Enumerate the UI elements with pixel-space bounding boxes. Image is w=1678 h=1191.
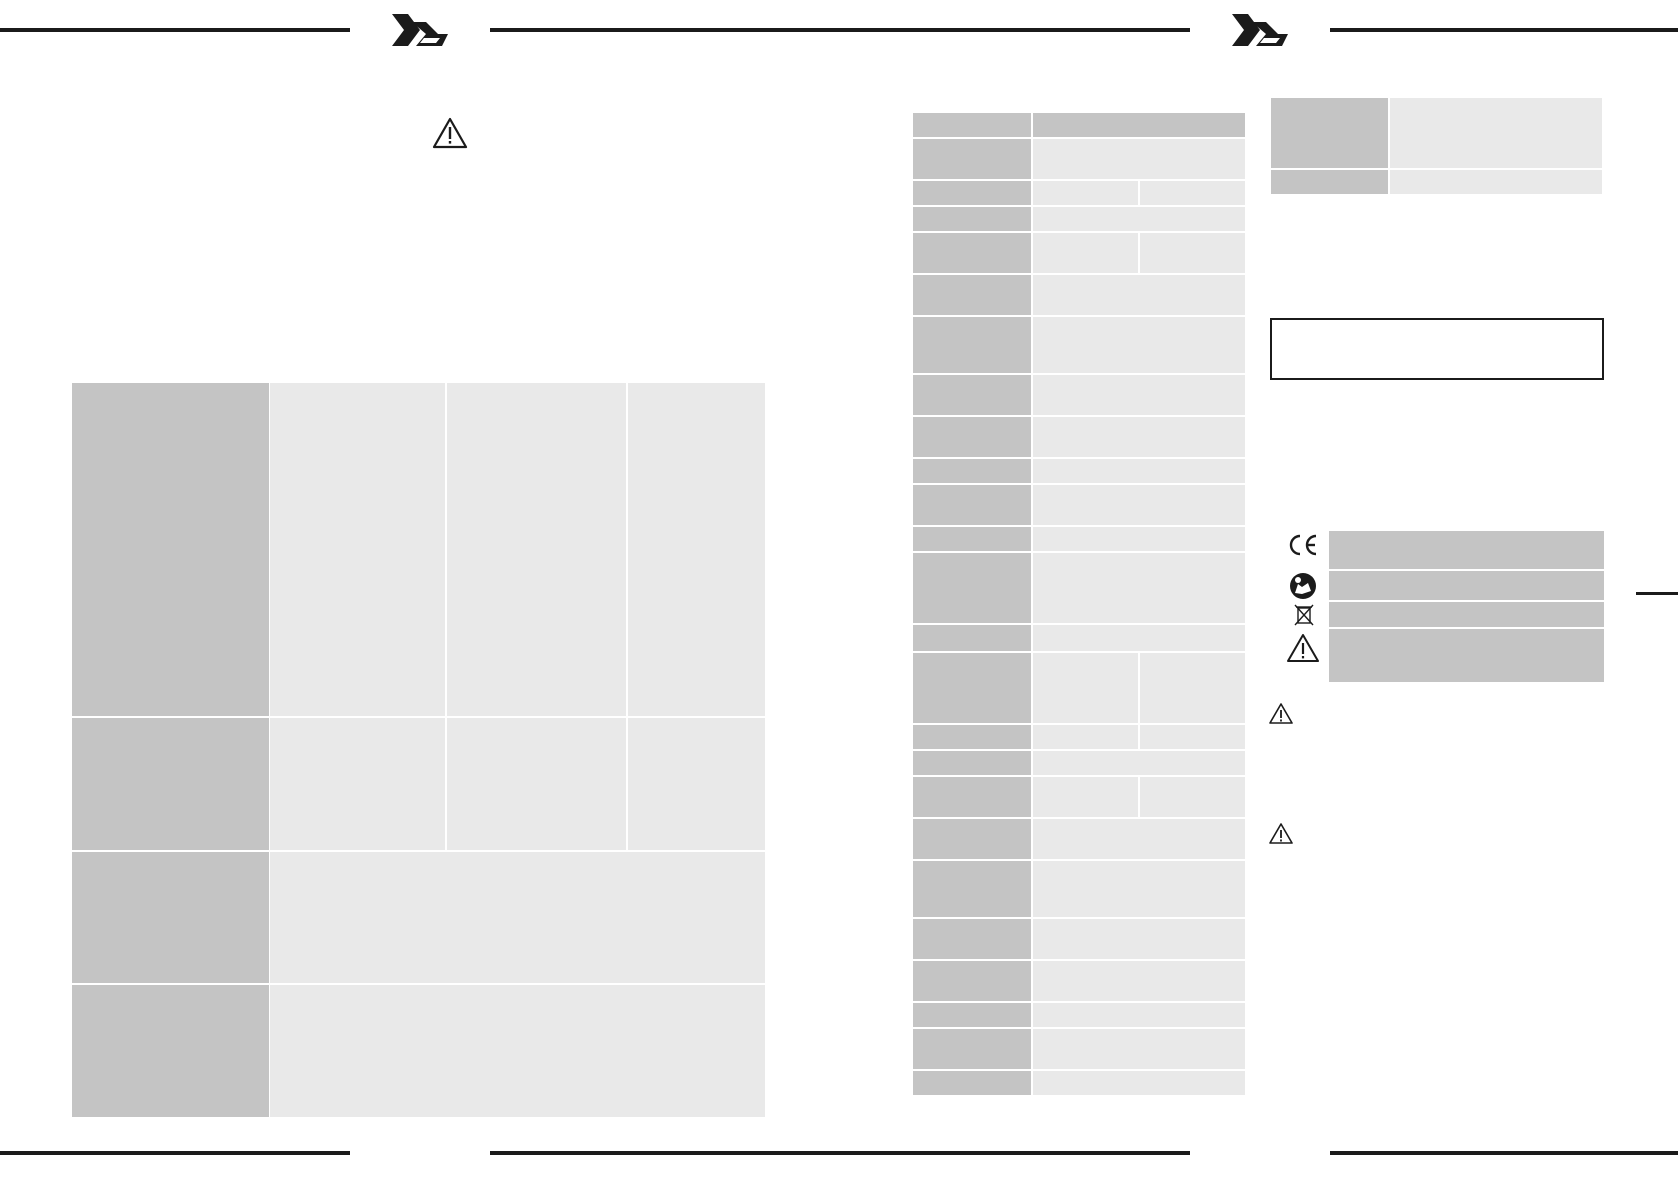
spec-row-label — [913, 777, 1031, 817]
spec-row-label — [913, 459, 1031, 483]
spec-row-value — [1140, 725, 1245, 749]
spec-row-value — [1033, 919, 1245, 959]
spec-row-value — [1033, 653, 1138, 723]
table-cell — [628, 383, 765, 716]
spec-row-value — [1033, 233, 1138, 273]
read-manual-icon — [1290, 573, 1316, 599]
ce-mark-icon — [1289, 534, 1317, 556]
spec-row-label — [913, 625, 1031, 651]
warning-triangle-icon — [1269, 823, 1293, 844]
table-row-label — [1271, 98, 1388, 168]
brand-logo-icon — [1232, 14, 1288, 46]
spec-row-value — [1033, 1003, 1245, 1027]
table-cell — [270, 852, 765, 983]
table-row-label — [72, 985, 269, 1117]
spec-row-value — [1033, 317, 1245, 373]
spec-row-value — [1033, 961, 1245, 1001]
spec-row-label — [913, 275, 1031, 315]
spec-row-value — [1140, 233, 1245, 273]
spec-row-label — [913, 1071, 1031, 1095]
spec-row-label — [913, 751, 1031, 775]
spec-row-value — [1140, 777, 1245, 817]
spec-row-value — [1033, 1071, 1245, 1095]
brand-logo-icon — [392, 14, 448, 46]
warning-triangle-icon — [1287, 634, 1319, 662]
spec-row-label — [913, 725, 1031, 749]
spec-row-label — [913, 527, 1031, 551]
section-tab-marker — [1636, 592, 1678, 595]
spec-row-value — [1033, 375, 1245, 415]
warning-triangle-icon — [1269, 703, 1293, 724]
symbol-row-text — [1329, 531, 1604, 569]
header-rule-left-1 — [0, 28, 350, 32]
footer-rule-left-2 — [490, 1151, 1190, 1155]
spec-row-value — [1033, 777, 1138, 817]
spec-row-label — [913, 417, 1031, 457]
table-cell — [270, 718, 445, 850]
spec-row-value — [1033, 625, 1245, 651]
spec-row-value — [1033, 139, 1245, 179]
spec-row-label — [913, 861, 1031, 917]
spec-row-label — [913, 139, 1031, 179]
notice-box — [1270, 318, 1604, 380]
footer-rule-left-1 — [0, 1151, 350, 1155]
spec-row-value — [1033, 485, 1245, 525]
symbol-row-text — [1329, 629, 1604, 682]
header-rule-right — [1330, 28, 1678, 32]
table-cell — [270, 383, 445, 716]
spec-row-value — [1033, 819, 1245, 859]
symbol-row-text — [1329, 602, 1604, 627]
symbol-row-text — [1329, 571, 1604, 600]
spec-row-value — [1033, 553, 1245, 623]
spec-row-label — [913, 113, 1031, 137]
spec-row-label — [913, 233, 1031, 273]
header-rule-left-2 — [490, 28, 1190, 32]
spec-row-value — [1033, 861, 1245, 917]
spec-row-label — [913, 961, 1031, 1001]
spec-row-value — [1140, 653, 1245, 723]
footer-rule-right — [1330, 1151, 1678, 1155]
spec-row-label — [913, 1029, 1031, 1069]
table-cell — [1390, 170, 1602, 194]
table-cell — [270, 985, 765, 1117]
spec-row-value — [1033, 417, 1245, 457]
spec-row-label — [913, 653, 1031, 723]
table-row-label — [72, 383, 269, 716]
spec-row-label — [913, 317, 1031, 373]
spec-row-value — [1033, 207, 1245, 231]
spec-row-label — [913, 919, 1031, 959]
spec-row-value — [1140, 181, 1245, 205]
spec-row-label — [913, 181, 1031, 205]
spec-row-value — [1033, 1029, 1245, 1069]
table-row-label — [1271, 170, 1388, 194]
table-row-label — [72, 718, 269, 850]
spec-row-value — [1033, 725, 1138, 749]
warning-triangle-icon — [432, 117, 468, 149]
table-cell — [628, 718, 765, 850]
spec-row-label — [913, 819, 1031, 859]
spec-row-value — [1033, 113, 1245, 137]
spec-row-value — [1033, 751, 1245, 775]
crossed-bin-icon — [1294, 604, 1314, 626]
table-cell — [447, 718, 626, 850]
table-row-label — [72, 852, 269, 983]
spec-row-label — [913, 207, 1031, 231]
spec-row-label — [913, 1003, 1031, 1027]
spec-row-label — [913, 375, 1031, 415]
spec-row-value — [1033, 459, 1245, 483]
table-cell — [447, 383, 626, 716]
spec-row-value — [1033, 181, 1138, 205]
spec-row-label — [913, 485, 1031, 525]
spec-row-value — [1033, 275, 1245, 315]
spec-row-label — [913, 553, 1031, 623]
table-cell — [1390, 98, 1602, 168]
spec-row-value — [1033, 527, 1245, 551]
